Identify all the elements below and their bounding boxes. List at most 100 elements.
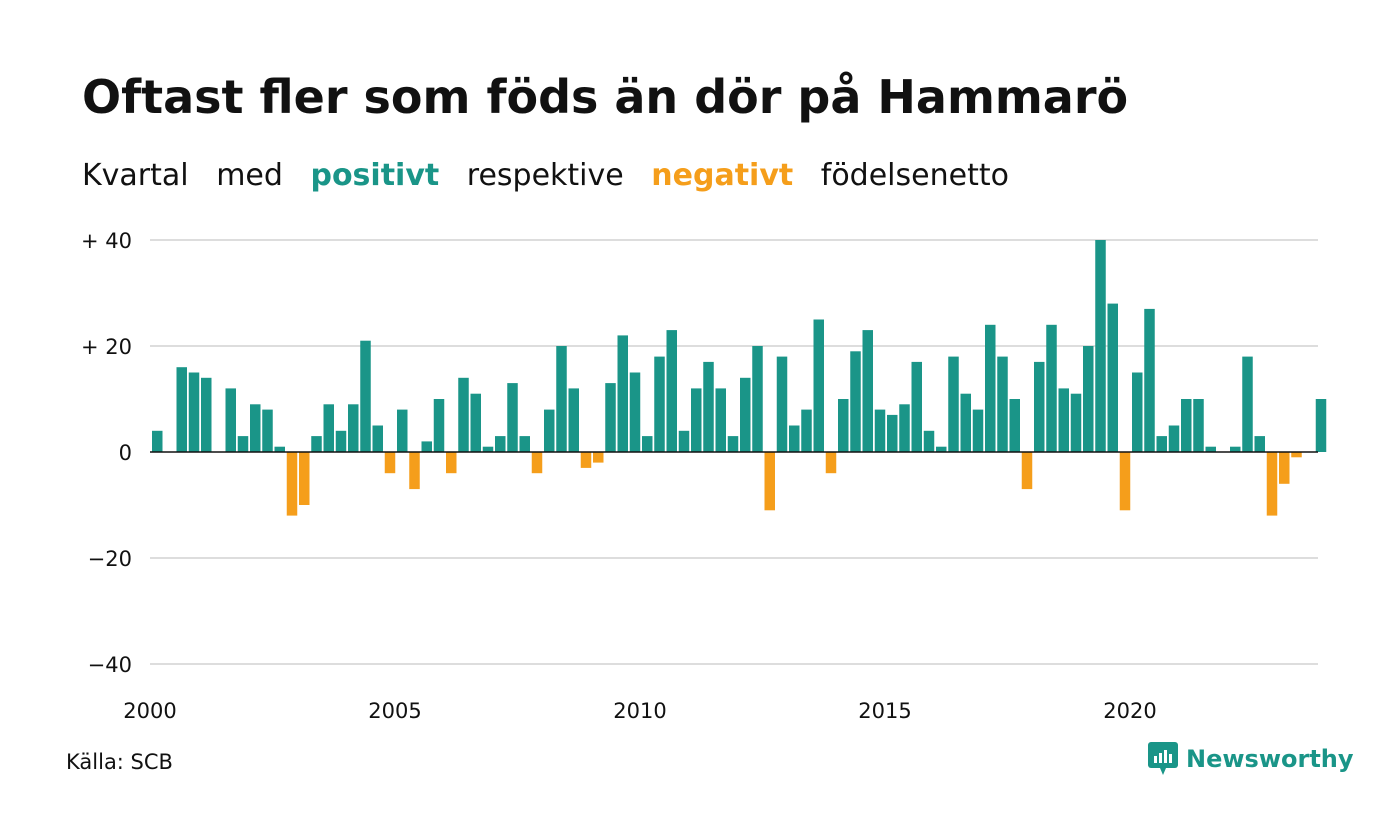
bar-positive: [262, 409, 273, 452]
bar-negative: [1266, 452, 1278, 516]
bar-positive: [703, 361, 714, 452]
bar-negative: [1021, 452, 1033, 490]
brand: Newsworthy: [1148, 742, 1354, 776]
bar-positive: [838, 399, 849, 452]
bar-negative: [299, 452, 310, 505]
bar-negative: [825, 452, 837, 474]
bar-positive: [691, 388, 702, 452]
bar-positive: [507, 383, 518, 452]
bar-chart: + 40 + 20 0 −20 −40 2000 2005 2010 2015 2020: [81, 229, 1327, 723]
axes: + 40 + 20 0 −20 −40 2000 2005 2010 2015 2020: [81, 229, 1318, 723]
chart-subtitle: Kvartal med positivt respektive negativt…: [82, 158, 1027, 193]
bar-negative: [531, 452, 543, 474]
bar-positive: [850, 351, 861, 452]
bar-positive: [274, 446, 285, 452]
bar-positive: [568, 388, 579, 452]
bar-positive: [470, 393, 481, 452]
bar-positive: [556, 346, 567, 452]
bar-positive: [1009, 399, 1020, 452]
bar-negative: [286, 452, 298, 516]
bar-positive: [899, 404, 910, 452]
bar-positive: [201, 377, 212, 452]
bar-positive: [813, 319, 824, 452]
y-tick-label: −20: [88, 547, 132, 571]
bar-positive: [1254, 436, 1265, 452]
subtitle-negative-label: negativt: [651, 158, 794, 193]
bar-positive: [862, 330, 873, 452]
bar-positive: [605, 383, 616, 452]
bar-positive: [458, 377, 469, 452]
bar-positive: [1095, 240, 1106, 452]
bar-negative: [764, 452, 775, 511]
y-tick-label: + 40: [81, 229, 132, 253]
bar-positive: [397, 409, 408, 452]
bar-positive: [1107, 303, 1118, 452]
bar-positive: [997, 356, 1008, 452]
bar-positive: [678, 430, 690, 452]
bar-positive: [960, 393, 971, 452]
bar-positive: [348, 404, 359, 452]
bar-negative: [409, 452, 420, 490]
bar-positive: [188, 372, 200, 452]
bar-positive: [152, 430, 163, 452]
bar-positive: [495, 436, 506, 452]
bar-positive: [311, 436, 322, 452]
x-tick-label: 2000: [123, 699, 176, 723]
bar-positive: [923, 430, 935, 452]
bar-positive: [1058, 388, 1069, 452]
bar-positive: [433, 399, 445, 452]
bar-positive: [789, 425, 800, 452]
bar-positive: [335, 430, 347, 452]
y-tick-label: + 20: [81, 335, 132, 359]
bar-positive: [972, 409, 984, 452]
brand-name: Newsworthy: [1186, 745, 1354, 773]
bar-positive: [482, 446, 494, 452]
bar-negative: [1291, 452, 1302, 458]
subtitle-positive-label: positivt: [310, 158, 440, 193]
bar-positive: [985, 324, 996, 452]
bar-positive: [666, 330, 677, 452]
bar-positive: [1242, 356, 1253, 452]
grid-lines: [150, 239, 1318, 665]
bar-positive: [936, 446, 947, 452]
bar-positive: [911, 361, 922, 452]
x-tick-label: 2020: [1103, 699, 1156, 723]
chart-title: Oftast fler som föds än dör på Hammarö: [82, 70, 1129, 124]
bar-positive: [1132, 372, 1143, 452]
bar-positive: [887, 414, 898, 452]
bar-positive: [874, 409, 886, 452]
bar-positive: [948, 356, 959, 452]
bar-positive: [1156, 436, 1167, 452]
bar-positive: [519, 436, 530, 452]
bar-negative: [580, 452, 592, 468]
bar-positive: [1144, 308, 1155, 452]
bar-positive: [250, 404, 261, 452]
bar-positive: [1070, 393, 1082, 452]
source-note: Källa: SCB: [66, 750, 173, 774]
x-tick-label: 2015: [858, 699, 911, 723]
subtitle-word: med: [216, 158, 283, 193]
bar-positive: [1181, 399, 1192, 452]
bar-positive: [372, 425, 383, 452]
bar-positive: [727, 436, 739, 452]
bar-positive: [654, 356, 665, 452]
bar-positive: [1046, 324, 1057, 452]
bar-negative: [1279, 452, 1290, 484]
bar-positive: [323, 404, 334, 452]
bar-positive: [1168, 425, 1180, 452]
x-tick-label: 2005: [368, 699, 421, 723]
bar-negative: [384, 452, 396, 474]
bar-positive: [1230, 446, 1241, 452]
bar-positive: [360, 340, 371, 452]
bar-positive: [715, 388, 726, 452]
bar-negative: [446, 452, 457, 474]
bar-positive: [1315, 399, 1327, 452]
bar-positive: [629, 372, 641, 452]
bar-negative: [593, 452, 604, 463]
x-tick-label: 2010: [613, 699, 666, 723]
bar-positive: [740, 377, 751, 452]
subtitle-word: Kvartal: [82, 158, 189, 193]
bar-negative: [1119, 452, 1131, 511]
bar-positive: [617, 335, 628, 452]
y-tick-label: 0: [119, 441, 132, 465]
